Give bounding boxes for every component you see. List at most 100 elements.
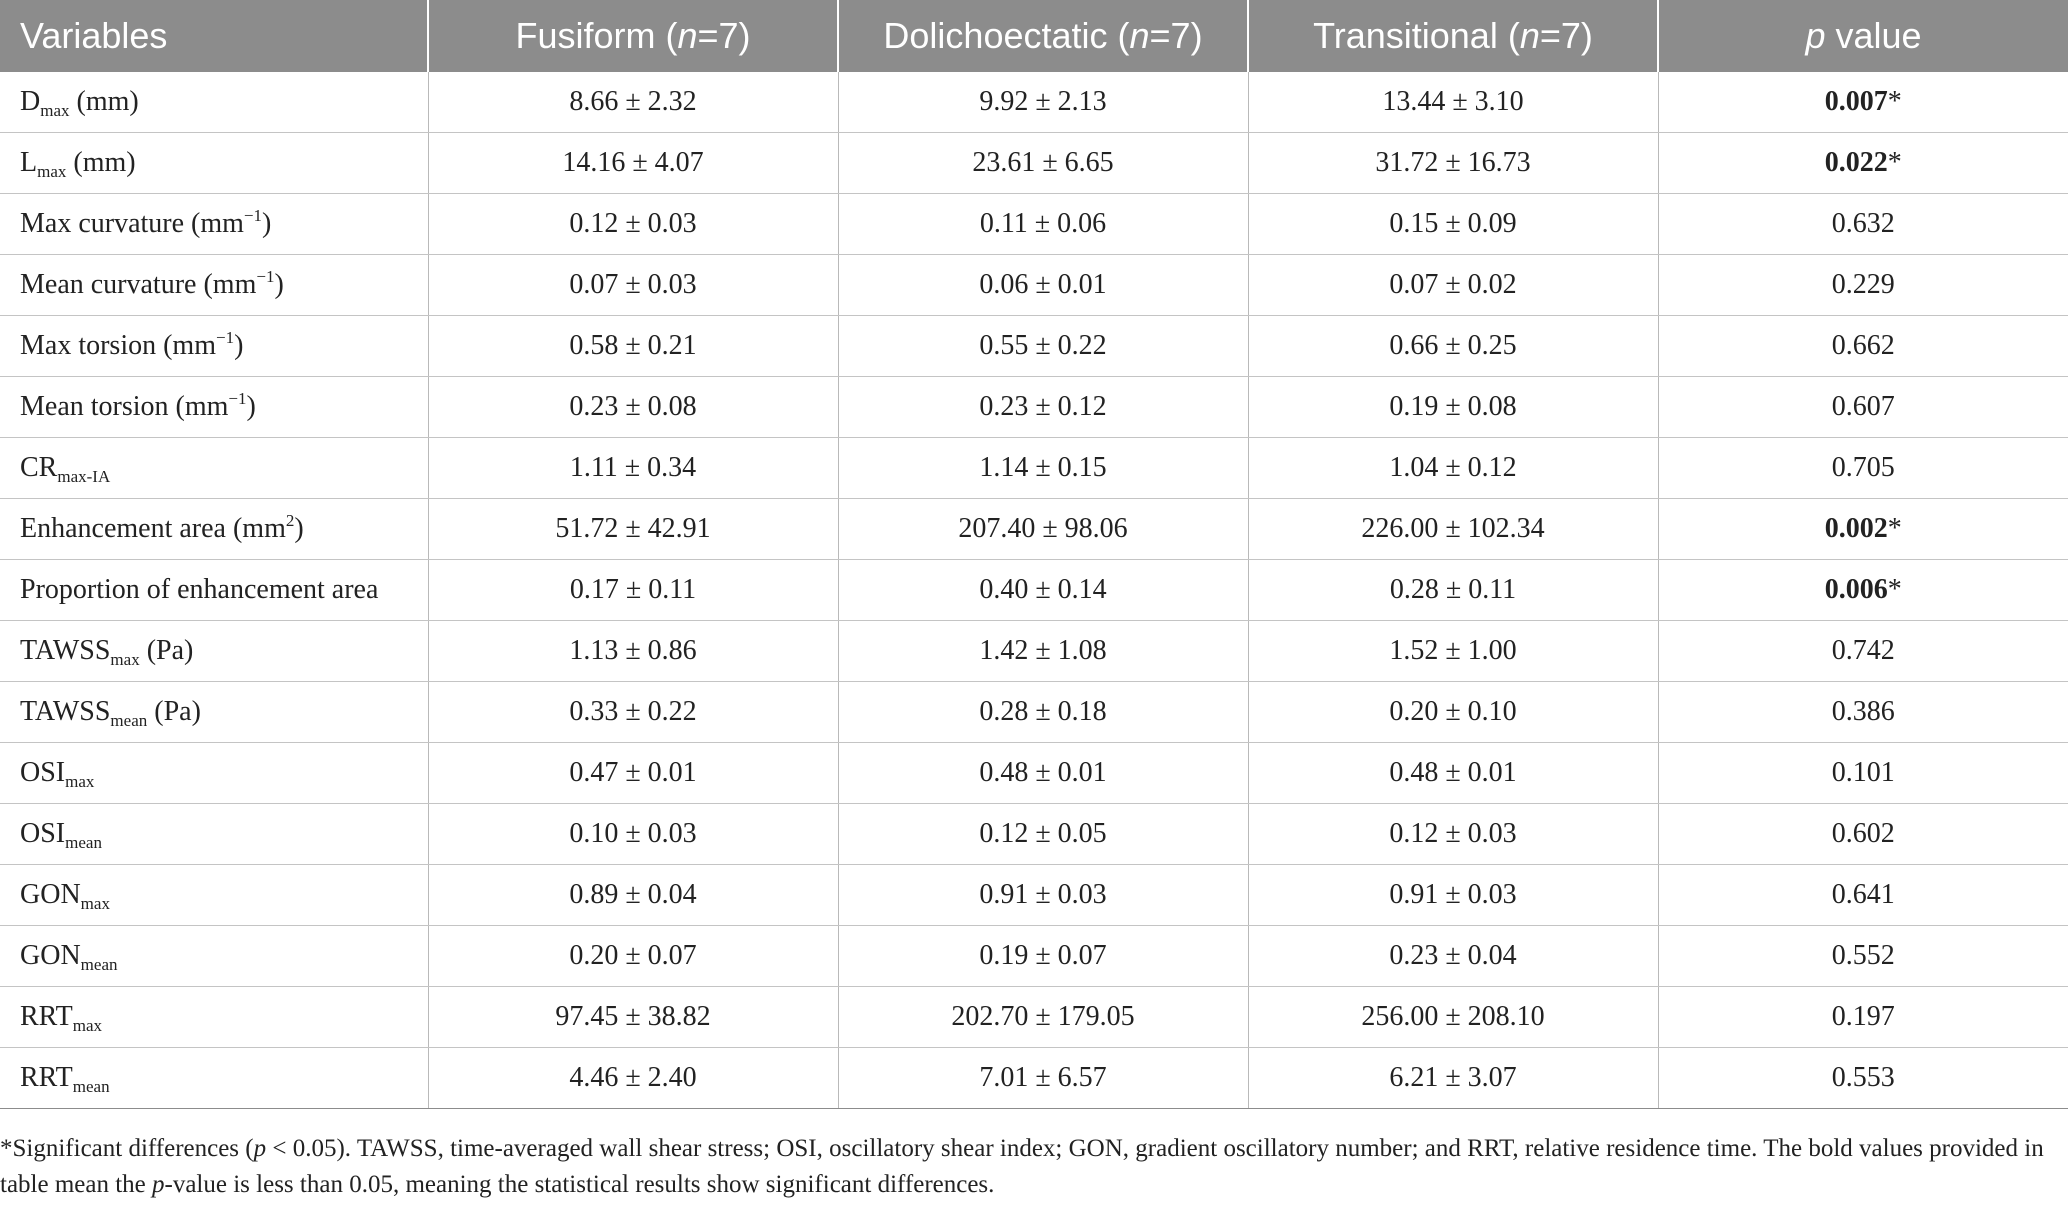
transitional-cell: 0.07 ± 0.02 [1248,254,1659,316]
p-value: 0.002 [1824,513,1888,544]
significance-marker: * [1887,147,1902,178]
variable-superscript: −1 [216,328,235,347]
variable-unit: ) [274,269,284,300]
dolichoectatic-cell: 9.92 ± 2.13 [838,72,1249,133]
variable-unit: (Pa) [139,635,194,666]
p-value-cell: 0.553 [1658,1047,2068,1109]
variable-name: Mean torsion (mm [20,391,229,422]
dolichoectatic-cell: 0.48 ± 0.01 [838,742,1249,804]
p-value: 0.607 [1831,391,1895,422]
variable-subscript: max-IA [57,467,111,486]
variable-name: TAWSS [20,635,111,666]
dolichoectatic-cell: 0.06 ± 0.01 [838,254,1249,316]
fusiform-cell: 1.11 ± 0.34 [428,437,839,499]
table-row: Mean curvature (mm−1) 0.07 ± 0.03 0.06 ± 0… [0,254,2068,316]
significance-marker: * [1887,513,1902,544]
p-value: 0.553 [1831,1062,1895,1093]
variable-cell: Dmax (mm) [0,72,429,133]
transitional-cell: 0.20 ± 0.10 [1248,681,1659,743]
variable-cell: GONmax [0,864,429,926]
variable-name: RRT [20,1001,73,1032]
header-fusiform: Fusiform (n=7) [428,0,839,72]
p-value-cell: 0.101 [1658,742,2068,804]
transitional-cell: 0.91 ± 0.03 [1248,864,1659,926]
table-row: RRTmean 4.46 ± 2.40 7.01 ± 6.57 6.21 ± 3.07… [0,1047,2068,1109]
table-row: TAWSSmax (Pa) 1.13 ± 0.86 1.42 ± 1.08 1.52 … [0,620,2068,682]
variable-unit: ) [234,330,244,361]
dolichoectatic-cell: 202.70 ± 179.05 [838,986,1249,1048]
variable-cell: Max torsion (mm−1) [0,315,429,377]
variable-name: CR [20,452,58,483]
variable-cell: GONmean [0,925,429,987]
variable-cell: Proportion of enhancement area [0,559,429,621]
p-value-cell: 0.705 [1658,437,2068,499]
fusiform-cell: 0.23 ± 0.08 [428,376,839,438]
variable-name: Enhancement area (mm [20,513,286,544]
variable-superscript: −1 [256,267,275,286]
fusiform-cell: 1.13 ± 0.86 [428,620,839,682]
table-row: Max curvature (mm−1) 0.12 ± 0.03 0.11 ± 0.… [0,193,2068,255]
p-value-cell: 0.607 [1658,376,2068,438]
p-value-cell: 0.602 [1658,803,2068,865]
variable-subscript: max [72,1016,103,1035]
p-value-cell: 0.229 [1658,254,2068,316]
variable-subscript: max [80,894,110,913]
transitional-cell: 0.12 ± 0.03 [1248,803,1659,865]
variable-subscript: mean [110,711,148,730]
p-value-cell: 0.386 [1658,681,2068,743]
p-value: 0.705 [1831,452,1895,483]
variable-name: RRT [20,1062,73,1093]
table-header-row: Variables Fusiform (n=7) Dolichoectatic … [0,0,2068,72]
fusiform-cell: 51.72 ± 42.91 [428,498,839,560]
fusiform-cell: 0.10 ± 0.03 [428,803,839,865]
transitional-cell: 0.15 ± 0.09 [1248,193,1659,255]
significance-marker: * [1887,574,1902,605]
variable-name: GON [20,879,81,910]
dolichoectatic-cell: 0.11 ± 0.06 [838,193,1249,255]
transitional-cell: 1.04 ± 0.12 [1248,437,1659,499]
variable-name: Proportion of enhancement area [20,574,379,605]
variable-name: Max curvature (mm [20,208,244,239]
fusiform-cell: 0.20 ± 0.07 [428,925,839,987]
variable-subscript: mean [72,1077,110,1096]
variable-cell: OSImean [0,803,429,865]
dolichoectatic-cell: 0.19 ± 0.07 [838,925,1249,987]
variable-cell: Mean torsion (mm−1) [0,376,429,438]
dolichoectatic-cell: 0.23 ± 0.12 [838,376,1249,438]
variable-subscript: max [37,162,67,181]
table-row: Max torsion (mm−1) 0.58 ± 0.21 0.55 ± 0.22… [0,315,2068,377]
variable-name: D [20,86,41,117]
variable-cell: Max curvature (mm−1) [0,193,429,255]
p-value: 0.641 [1831,879,1895,910]
variable-name: GON [20,940,81,971]
p-value: 0.006 [1824,574,1888,605]
variable-cell: OSImax [0,742,429,804]
p-value: 0.101 [1831,757,1895,788]
fusiform-cell: 14.16 ± 4.07 [428,132,839,194]
variable-unit: (mm) [69,86,139,117]
dolichoectatic-cell: 23.61 ± 6.65 [838,132,1249,194]
fusiform-cell: 0.17 ± 0.11 [428,559,839,621]
dolichoectatic-cell: 0.91 ± 0.03 [838,864,1249,926]
variable-superscript: −1 [243,206,263,225]
variable-subscript: mean [65,833,102,852]
variable-cell: Enhancement area (mm2) [0,498,429,560]
variable-unit: (mm) [66,147,136,178]
variable-superscript: −1 [228,389,247,408]
p-value-cell: 0.632 [1658,193,2068,255]
dolichoectatic-cell: 1.42 ± 1.08 [838,620,1249,682]
table-row: CRmax-IA 1.11 ± 0.34 1.14 ± 0.15 1.04 ± 0.1… [0,437,2068,499]
variable-name: TAWSS [20,696,111,727]
p-value-cell: 0.662 [1658,315,2068,377]
dolichoectatic-cell: 7.01 ± 6.57 [838,1047,1249,1109]
dolichoectatic-cell: 1.14 ± 0.15 [838,437,1249,499]
variable-cell: Mean curvature (mm−1) [0,254,429,316]
p-value-cell: 0.007* [1658,72,2068,133]
transitional-cell: 0.28 ± 0.11 [1248,559,1659,621]
variable-subscript: max [40,101,70,120]
table-row: RRTmax 97.45 ± 38.82 202.70 ± 179.05 256.00… [0,986,2068,1048]
table-row: OSImax 0.47 ± 0.01 0.48 ± 0.01 0.48 ± 0.01 0… [0,742,2068,804]
transitional-cell: 226.00 ± 102.34 [1248,498,1659,560]
transitional-cell: 0.19 ± 0.08 [1248,376,1659,438]
header-variables: Variables [0,0,429,72]
